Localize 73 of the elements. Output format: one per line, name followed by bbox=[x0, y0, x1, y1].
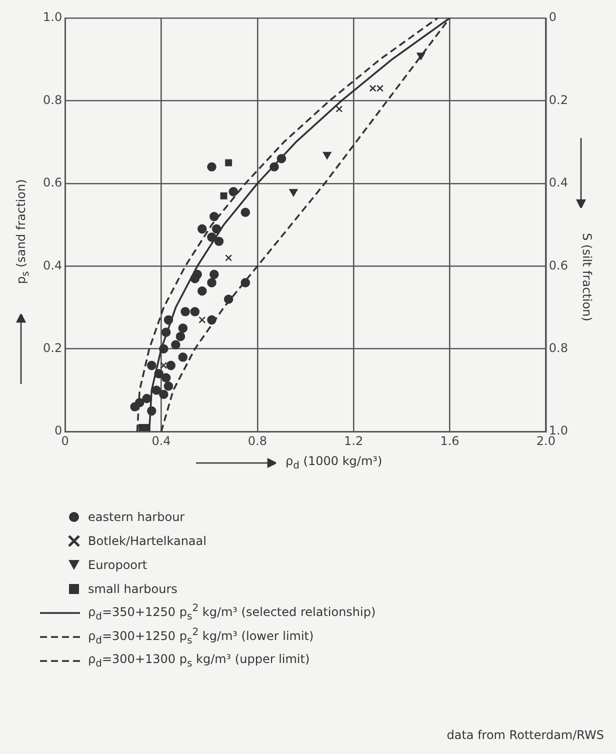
y2-tick-label: 0.6 bbox=[548, 258, 568, 272]
point bbox=[146, 360, 156, 370]
point bbox=[164, 315, 174, 325]
x-tick-label: 1.2 bbox=[344, 434, 364, 448]
x-tick-label: 2.0 bbox=[536, 434, 556, 448]
y-tick-label: 0 bbox=[54, 424, 62, 438]
point bbox=[164, 381, 174, 391]
point bbox=[178, 352, 188, 362]
legend-label: small harbours bbox=[88, 582, 178, 596]
point bbox=[224, 294, 234, 304]
point bbox=[190, 274, 200, 284]
point bbox=[130, 402, 140, 412]
legend-label: eastern harbour bbox=[88, 510, 185, 524]
point bbox=[207, 232, 216, 242]
point bbox=[166, 360, 176, 370]
point bbox=[180, 307, 190, 316]
point bbox=[209, 270, 219, 280]
point bbox=[159, 344, 168, 354]
point bbox=[161, 328, 171, 337]
legend-label: ρ$_{d}$=300+1300 p$_{s}$ kg/m³ (upper limit) bbox=[88, 652, 310, 670]
point bbox=[416, 52, 426, 60]
y-tick-label: 0.2 bbox=[42, 341, 62, 356]
point bbox=[142, 394, 152, 404]
x-tick-label: 0.4 bbox=[152, 434, 171, 448]
point bbox=[146, 406, 156, 416]
x-tick-label: 1.6 bbox=[440, 434, 460, 448]
point bbox=[209, 212, 219, 222]
point bbox=[369, 84, 376, 92]
point bbox=[198, 316, 206, 324]
y-tick-label: 1.0 bbox=[42, 10, 62, 24]
point bbox=[220, 192, 228, 200]
y-tick-label: 0.4 bbox=[42, 258, 62, 272]
point bbox=[159, 390, 168, 400]
y2-tick-label: 0.4 bbox=[548, 176, 568, 190]
y-tick-label: 0.6 bbox=[42, 176, 62, 190]
x-tick-label: 0.8 bbox=[248, 434, 267, 448]
point bbox=[171, 340, 180, 350]
point bbox=[376, 84, 384, 92]
point bbox=[225, 159, 232, 166]
point bbox=[176, 332, 186, 342]
point bbox=[336, 106, 343, 112]
y2-tick-label: 0.2 bbox=[548, 92, 568, 107]
point bbox=[178, 324, 188, 333]
point bbox=[197, 286, 207, 296]
point bbox=[276, 154, 286, 164]
point bbox=[190, 307, 200, 316]
y2-tick-label: 0.8 bbox=[548, 341, 568, 356]
x-axis-title: ρ$_{d}$ (1000 kg/m³) bbox=[286, 454, 382, 471]
point bbox=[207, 278, 216, 288]
point bbox=[207, 315, 216, 325]
point bbox=[289, 189, 298, 196]
y2-tick-label: 0 bbox=[548, 10, 557, 24]
point bbox=[154, 369, 164, 378]
point bbox=[152, 386, 162, 395]
point bbox=[240, 208, 250, 218]
legend-label: Botlek/Hartelkanaal bbox=[88, 534, 206, 548]
point bbox=[225, 254, 232, 262]
legend-label: Europoort bbox=[88, 558, 148, 572]
point bbox=[214, 236, 224, 246]
text: data from Rotterdam/RWS bbox=[446, 728, 604, 742]
point bbox=[197, 224, 207, 234]
point bbox=[240, 278, 250, 288]
y2-axis-title: S (silt fraction) bbox=[580, 233, 594, 322]
point bbox=[323, 152, 332, 160]
point bbox=[212, 224, 222, 234]
point bbox=[207, 162, 216, 172]
y-tick-label: 0.8 bbox=[42, 92, 62, 107]
point bbox=[270, 162, 279, 172]
legend-label: ρ$_{d}$=350+1250 p$_{s}$$^{2}$ kg/m³ (selected relationship) bbox=[88, 603, 376, 623]
point bbox=[160, 362, 168, 369]
point bbox=[161, 373, 171, 382]
legend-label: ρ$_{d}$=300+1250 p$_{s}$$^{2}$ kg/m³ (lower limit) bbox=[88, 627, 314, 647]
point bbox=[228, 187, 238, 196]
